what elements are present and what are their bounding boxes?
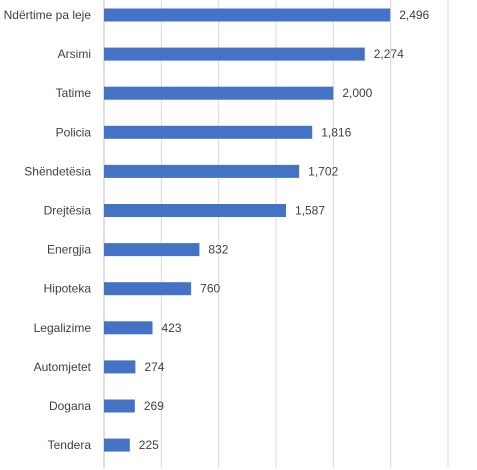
bar xyxy=(104,86,334,100)
bar xyxy=(104,125,313,139)
data-label: 1,702 xyxy=(308,164,338,178)
data-label: 2,274 xyxy=(374,47,404,61)
category-label: Drejtësia xyxy=(44,204,92,218)
category-label: Policia xyxy=(56,125,92,139)
category-label: Tatime xyxy=(56,86,92,100)
bar xyxy=(104,399,135,413)
category-label: Tendera xyxy=(48,438,92,452)
category-label: Energjia xyxy=(47,243,91,257)
data-label: 2,496 xyxy=(399,8,429,22)
bar xyxy=(104,204,286,217)
bar xyxy=(104,243,200,257)
category-label: Arsimi xyxy=(58,47,91,61)
bar xyxy=(104,164,300,178)
data-label: 423 xyxy=(162,321,182,335)
bar xyxy=(104,282,192,296)
data-label: 1,587 xyxy=(295,204,325,218)
bar xyxy=(104,438,130,452)
data-label: 274 xyxy=(144,360,164,374)
data-label: 832 xyxy=(208,243,228,257)
data-label: 1,816 xyxy=(321,125,351,139)
category-label: Automjetet xyxy=(34,360,92,374)
bar xyxy=(104,321,153,335)
category-label: Ndërtime pa leje xyxy=(4,8,92,22)
bar xyxy=(104,8,391,22)
data-label: 2,000 xyxy=(342,86,372,100)
category-label: Shëndetësia xyxy=(24,164,91,178)
bar xyxy=(104,47,365,61)
bar xyxy=(104,360,136,374)
category-label: Legalizime xyxy=(34,321,92,335)
data-label: 760 xyxy=(200,282,220,296)
category-label: Dogana xyxy=(49,399,91,413)
data-label: 269 xyxy=(144,399,164,413)
data-label: 225 xyxy=(139,438,159,452)
category-label: Hipoteka xyxy=(44,282,92,296)
